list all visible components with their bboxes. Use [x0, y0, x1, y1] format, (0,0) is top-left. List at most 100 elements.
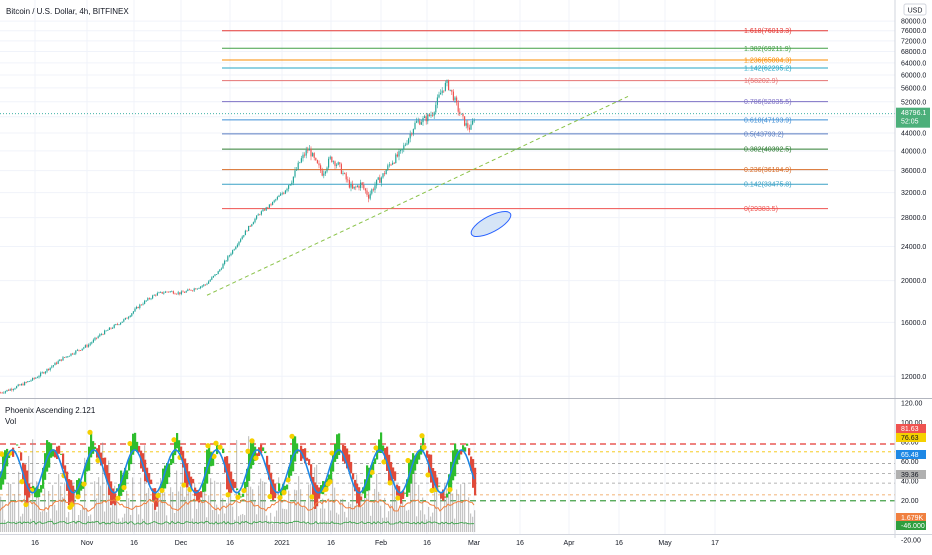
candle-body [398, 151, 400, 157]
osc-band [18, 446, 21, 448]
candle-body [185, 290, 187, 293]
time-axis[interactable]: 16 Nov 16 Dec 16 2021 16 Feb 16 Mar 16 Apr 16 May 17 [31, 540, 719, 547]
candle-body [348, 180, 350, 188]
candle-body [81, 348, 83, 351]
fib-value: 36184.9 [764, 167, 789, 174]
candles [0, 79, 895, 394]
osc-band [132, 433, 135, 455]
volume-bar [104, 511, 106, 532]
volume-bar [172, 492, 174, 532]
osc-band [136, 441, 139, 452]
candle-body [206, 283, 208, 285]
fib-ratio: 1.382 [744, 46, 762, 53]
osc-band [172, 452, 175, 464]
candle-body [427, 114, 429, 122]
time-tick-label: 16 [615, 540, 623, 547]
volume-bar [92, 520, 94, 532]
candle-body [4, 391, 6, 393]
candle-body [105, 330, 107, 332]
candle-body [91, 342, 93, 344]
volume-bar [306, 522, 308, 532]
candle-body [441, 90, 443, 93]
candle-body [222, 264, 224, 269]
volume-bar [4, 519, 6, 532]
volume-bar [264, 482, 266, 532]
volume-bar [38, 486, 40, 532]
volume-bar [320, 508, 322, 532]
osc-band [42, 467, 45, 489]
volume-bar [230, 490, 232, 532]
candle-body [212, 275, 214, 278]
candle-body [443, 90, 445, 92]
fib-ratio: 0.786 [744, 99, 762, 106]
candle-body [411, 133, 413, 135]
volume-bar [294, 489, 296, 532]
candle-body [344, 173, 346, 174]
candle-body [260, 211, 262, 215]
osc-dot [121, 484, 127, 491]
candle-body [110, 327, 112, 329]
volume-bar [248, 436, 250, 532]
fib-retracement[interactable]: 1.618(76013.3)1.382(69211.9)1.236(65004.… [222, 28, 828, 213]
candle-body [315, 157, 317, 161]
volume-bar [6, 523, 8, 532]
osc-band [204, 466, 207, 492]
time-tick-label: 16 [516, 540, 524, 547]
candle-body [9, 389, 11, 391]
osc-band [92, 441, 95, 454]
osc-dot [115, 495, 121, 501]
volume-bar [0, 496, 2, 532]
indicator-title[interactable]: Phoenix Ascending 2.121 [5, 406, 96, 415]
candle-body [280, 193, 282, 196]
osc-dot [23, 501, 29, 508]
osc-band [134, 432, 137, 450]
osc-band [372, 461, 375, 473]
candle-body [243, 235, 245, 237]
osc-band [266, 455, 269, 470]
price-tick-label: 60000.0 [901, 72, 926, 79]
candle-body [156, 293, 158, 296]
osc-band [98, 445, 101, 461]
candle-body [289, 184, 291, 186]
trendline[interactable] [206, 96, 629, 296]
osc-band [404, 492, 407, 494]
candle-body [246, 230, 248, 232]
candle-body [272, 201, 274, 205]
volume-bar [68, 512, 70, 532]
candle-body [240, 239, 242, 242]
volume-bar [208, 495, 210, 532]
indicator-subtitle[interactable]: Vol [5, 417, 16, 426]
candle-body [321, 170, 323, 176]
fib-ratio: 0.5 [744, 131, 754, 138]
currency-label: USD [908, 8, 923, 15]
volume-bar [430, 516, 432, 532]
osc-band [156, 496, 159, 507]
candle-body [102, 334, 104, 335]
candle-body [73, 353, 75, 355]
price-tick-label: 28000.0 [901, 215, 926, 222]
osc-band [180, 446, 183, 458]
volume-bar [108, 460, 110, 532]
candle-body [60, 359, 62, 361]
volume-bar [308, 484, 310, 532]
osc-band [324, 481, 327, 490]
candle-body [299, 162, 301, 164]
candle-body [416, 121, 418, 123]
osc-dot [249, 438, 255, 444]
candle-body [192, 290, 194, 292]
currency-button[interactable]: USD [903, 3, 927, 16]
fib-bracket-close: ) [789, 65, 791, 72]
fib-bracket-close: ) [789, 167, 791, 174]
osc-band [242, 493, 245, 497]
candle-body [347, 179, 349, 181]
candle-body [83, 347, 85, 349]
candle-body [324, 171, 326, 174]
osc-level-badge [896, 433, 926, 442]
candle-body [259, 214, 261, 216]
volume-bar [442, 522, 444, 532]
candle-body [35, 377, 37, 379]
volume-bar [384, 497, 386, 532]
volume-bar [466, 522, 468, 532]
